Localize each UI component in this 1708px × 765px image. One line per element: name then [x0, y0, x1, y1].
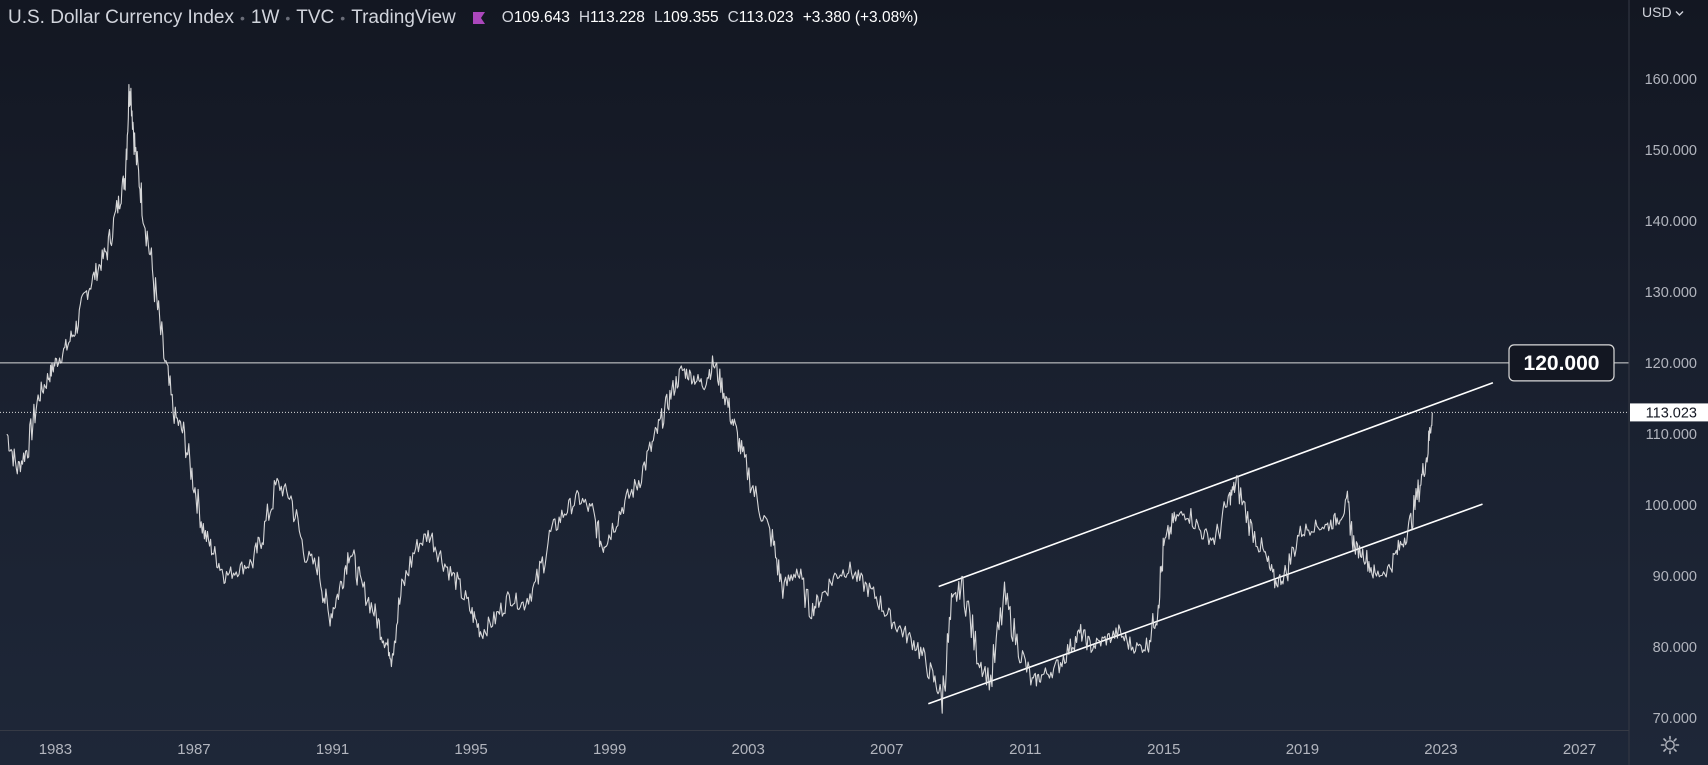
- y-tick-label: 100.000: [1645, 498, 1697, 514]
- channel-trend-line: [938, 382, 1494, 588]
- price-labels: 120.000 113.023: [1508, 344, 1708, 422]
- last-price-axis-text: 113.023: [1646, 405, 1697, 421]
- last-price-axis-label: 113.023: [1630, 403, 1708, 422]
- level-label-text: 120.000: [1524, 352, 1600, 375]
- y-tick-label: 110.000: [1646, 427, 1697, 443]
- x-tick-label: 1987: [177, 741, 210, 758]
- last-price-axis-box: [1630, 403, 1708, 422]
- source-label: TradingView: [351, 7, 456, 28]
- y-tick-label: 70.000: [1653, 711, 1697, 727]
- y-tick-label: 140.000: [1645, 214, 1697, 230]
- level-label-badge: 120.000: [1508, 344, 1615, 382]
- x-tick-label: 2003: [731, 741, 764, 758]
- close-value: C113.023: [727, 9, 794, 26]
- x-tick-label: 1995: [454, 741, 487, 758]
- open-value: O109.643: [501, 9, 570, 26]
- y-tick-label: 80.000: [1653, 640, 1697, 656]
- x-tick-label: 2011: [1009, 741, 1041, 758]
- x-tick-label: 2027: [1563, 741, 1596, 758]
- x-tick-label: 2007: [870, 741, 903, 758]
- currency-selector[interactable]: USD: [1642, 4, 1684, 20]
- x-tick-label: 2019: [1286, 741, 1319, 758]
- separator-dot: •: [285, 10, 291, 26]
- currency-label: USD: [1642, 4, 1672, 20]
- y-tick-label: 150.000: [1645, 143, 1697, 159]
- flag-icon[interactable]: [472, 11, 486, 25]
- change-value: +3.380 (+3.08%): [802, 9, 919, 26]
- exchange-label: TVC: [296, 7, 335, 28]
- chevron-down-icon: [1675, 10, 1684, 16]
- low-value: L109.355: [653, 9, 719, 26]
- channel-trend-line: [928, 503, 1483, 705]
- ohlc-values: O109.643 H113.228 L109.355 C113.023 +3.3…: [502, 9, 918, 27]
- high-value: H113.228: [578, 9, 645, 26]
- interval-label[interactable]: 1W: [250, 7, 280, 28]
- symbol-title[interactable]: U.S. Dollar Currency Index: [8, 7, 234, 28]
- price-series: [6, 84, 1433, 714]
- x-tick-label: 2015: [1147, 741, 1180, 758]
- settings-gear-icon[interactable]: [1660, 735, 1680, 755]
- separator-dot: •: [239, 10, 245, 26]
- price-series-line: [6, 84, 1433, 714]
- y-tick-label: 90.000: [1653, 569, 1697, 585]
- x-tick-label: 1991: [316, 741, 349, 758]
- level-label-box: [1508, 344, 1615, 382]
- symbol-header: U.S. Dollar Currency Index • 1W • TVC • …: [8, 6, 918, 30]
- chart-drawings: [0, 362, 1629, 705]
- y-tick-label: 130.000: [1645, 285, 1697, 301]
- y-tick-label: 160.000: [1645, 72, 1697, 88]
- y-tick-label: 120.000: [1645, 356, 1697, 372]
- separator-dot: •: [340, 10, 346, 26]
- x-tick-label: 1999: [593, 741, 626, 758]
- x-tick-label: 1983: [39, 741, 72, 758]
- x-tick-label: 2023: [1424, 741, 1457, 758]
